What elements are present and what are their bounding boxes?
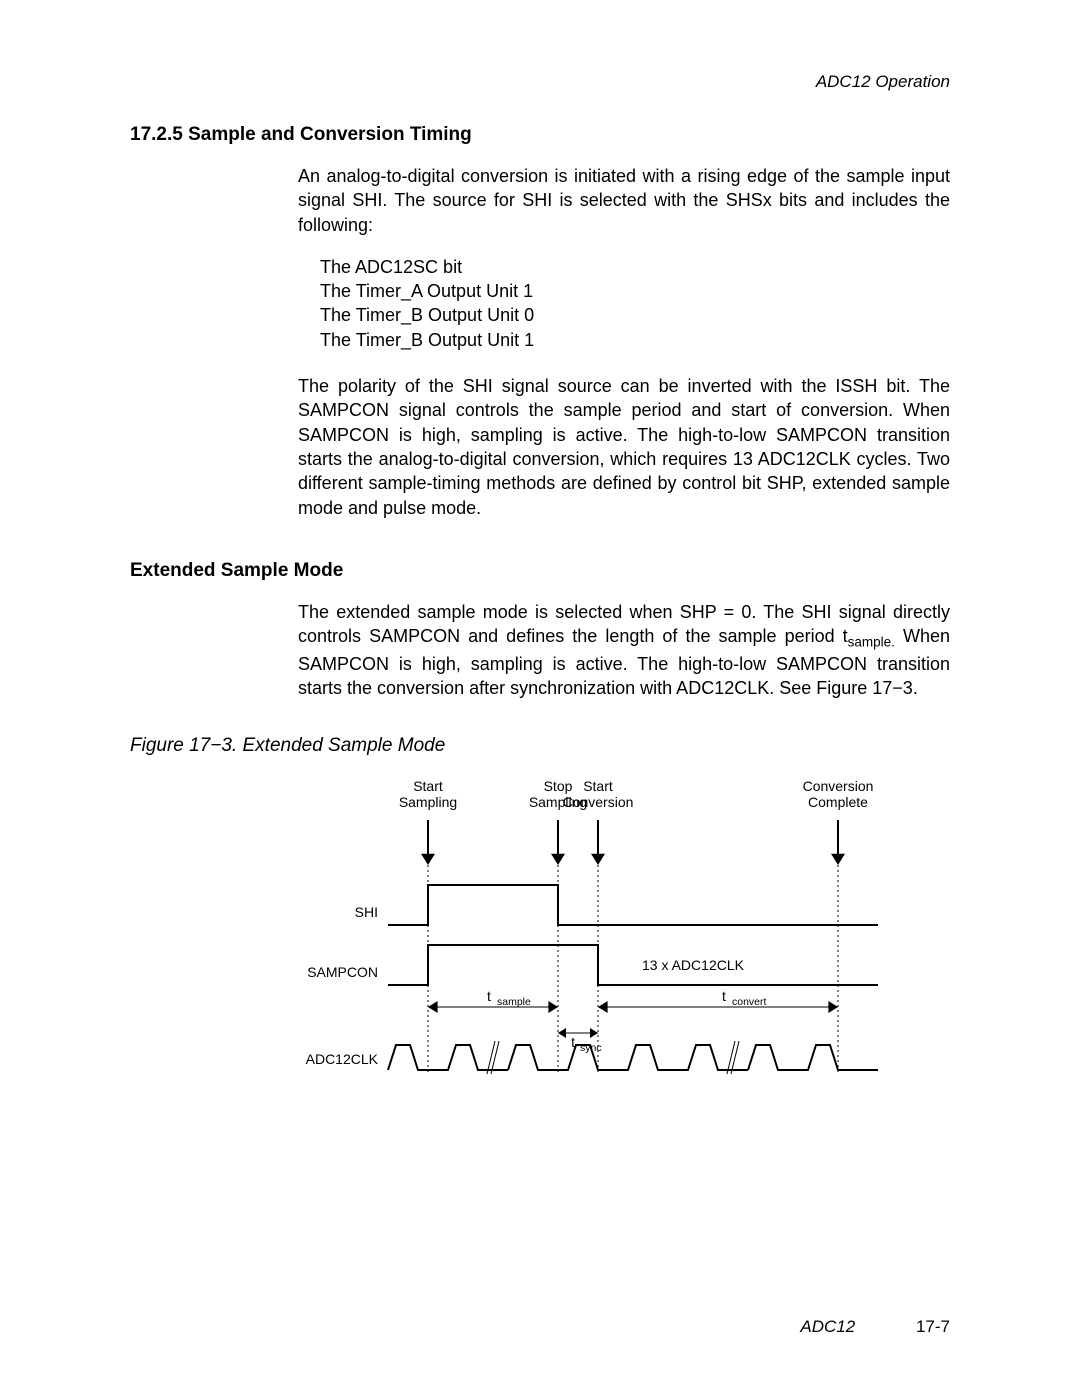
svg-text:Start: Start — [413, 778, 443, 794]
svg-text:Start: Start — [583, 778, 613, 794]
svg-text:convert: convert — [732, 996, 767, 1008]
page: ADC12 Operation 17.2.5 Sample and Conver… — [0, 0, 1080, 1397]
svg-text:Conversion: Conversion — [563, 794, 634, 810]
timing-diagram: StartSamplingStopSamplingStartConversion… — [298, 775, 950, 1100]
svg-text:Conversion: Conversion — [803, 778, 874, 794]
section-title: Sample and Conversion Timing — [188, 124, 472, 145]
running-header: ADC12 Operation — [130, 72, 950, 92]
body-block-1: An analog-to-digital conversion is initi… — [298, 164, 950, 520]
page-footer: ADC12 17-7 — [800, 1317, 950, 1337]
list-item: The Timer_B Output Unit 1 — [320, 328, 950, 352]
section-number: 17.2.5 — [130, 124, 183, 145]
paragraph-3: The extended sample mode is selected whe… — [298, 600, 950, 701]
svg-text:t: t — [722, 988, 726, 1004]
list-item: The Timer_A Output Unit 1 — [320, 279, 950, 303]
footer-doc: ADC12 — [800, 1317, 855, 1336]
figure-caption: Figure 17−3. Extended Sample Mode — [130, 735, 950, 757]
svg-text:13 x ADC12CLK: 13 x ADC12CLK — [642, 957, 745, 973]
shi-source-list: The ADC12SC bit The Timer_A Output Unit … — [320, 255, 950, 352]
svg-text:ADC12CLK: ADC12CLK — [306, 1051, 379, 1067]
svg-text:Sampling: Sampling — [399, 794, 457, 810]
paragraph-1: An analog-to-digital conversion is initi… — [298, 164, 950, 237]
list-item: The Timer_B Output Unit 0 — [320, 303, 950, 327]
svg-text:Stop: Stop — [544, 778, 573, 794]
body-block-2: The extended sample mode is selected whe… — [298, 600, 950, 701]
section-heading: 17.2.5 Sample and Conversion Timing — [130, 124, 950, 146]
list-item: The ADC12SC bit — [320, 255, 950, 279]
timing-svg: StartSamplingStopSamplingStartConversion… — [298, 775, 938, 1095]
svg-text:SAMPCON: SAMPCON — [307, 964, 378, 980]
subsection-heading: Extended Sample Mode — [130, 560, 950, 582]
svg-text:t: t — [487, 988, 491, 1004]
svg-text:sample: sample — [497, 996, 531, 1008]
paragraph-2: The polarity of the SHI signal source ca… — [298, 374, 950, 520]
svg-text:SHI: SHI — [355, 904, 378, 920]
footer-page: 17-7 — [916, 1317, 950, 1336]
svg-text:Complete: Complete — [808, 794, 868, 810]
